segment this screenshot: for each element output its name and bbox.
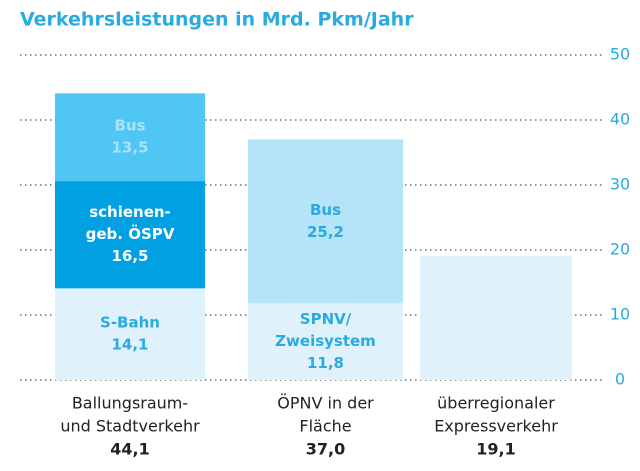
total-label: 37,0 <box>306 440 345 459</box>
segment-value-label: 16,5 <box>111 247 148 265</box>
segment-label: Bus <box>114 117 145 135</box>
x-tick-label: und Stadtverkehr <box>60 417 200 436</box>
segment-value-label: 25,2 <box>307 223 344 241</box>
bar-segment <box>420 255 572 380</box>
bar-segment <box>248 139 403 304</box>
bar-segment <box>248 303 403 380</box>
x-tick-label: ÖPNV in der <box>277 394 374 413</box>
segment-value-label: 14,1 <box>111 336 148 354</box>
segment-label: S-Bahn <box>100 314 160 332</box>
segment-label: Bus <box>310 201 341 219</box>
segment-label: SPNV/ <box>300 310 352 328</box>
x-tick-label: Expressverkehr <box>434 417 558 436</box>
bar-segment <box>55 93 205 182</box>
segment-value-label: 13,5 <box>111 139 148 157</box>
segment-label: schienen- <box>89 203 171 221</box>
x-tick-label: Fläche <box>299 417 351 436</box>
y-tick-label: 20 <box>610 240 630 259</box>
total-label: 19,1 <box>476 440 515 459</box>
y-tick-label: 40 <box>610 110 630 129</box>
x-tick-label: Ballungsraum- <box>72 394 188 413</box>
segment-label: geb. ÖSPV <box>86 224 175 243</box>
bar-segment <box>55 288 205 380</box>
total-label: 44,1 <box>110 440 149 459</box>
segment-label: Zweisystem <box>275 332 376 350</box>
bar-segment <box>55 181 205 289</box>
chart-title: Verkehrsleistungen in Mrd. Pkm/Jahr <box>20 9 414 31</box>
x-tick-label: überregionaler <box>437 394 555 413</box>
y-tick-label: 50 <box>610 45 630 64</box>
y-tick-label: 0 <box>615 370 625 389</box>
y-tick-label: 30 <box>610 175 630 194</box>
segment-value-label: 11,8 <box>307 354 344 372</box>
y-tick-label: 10 <box>610 305 630 324</box>
